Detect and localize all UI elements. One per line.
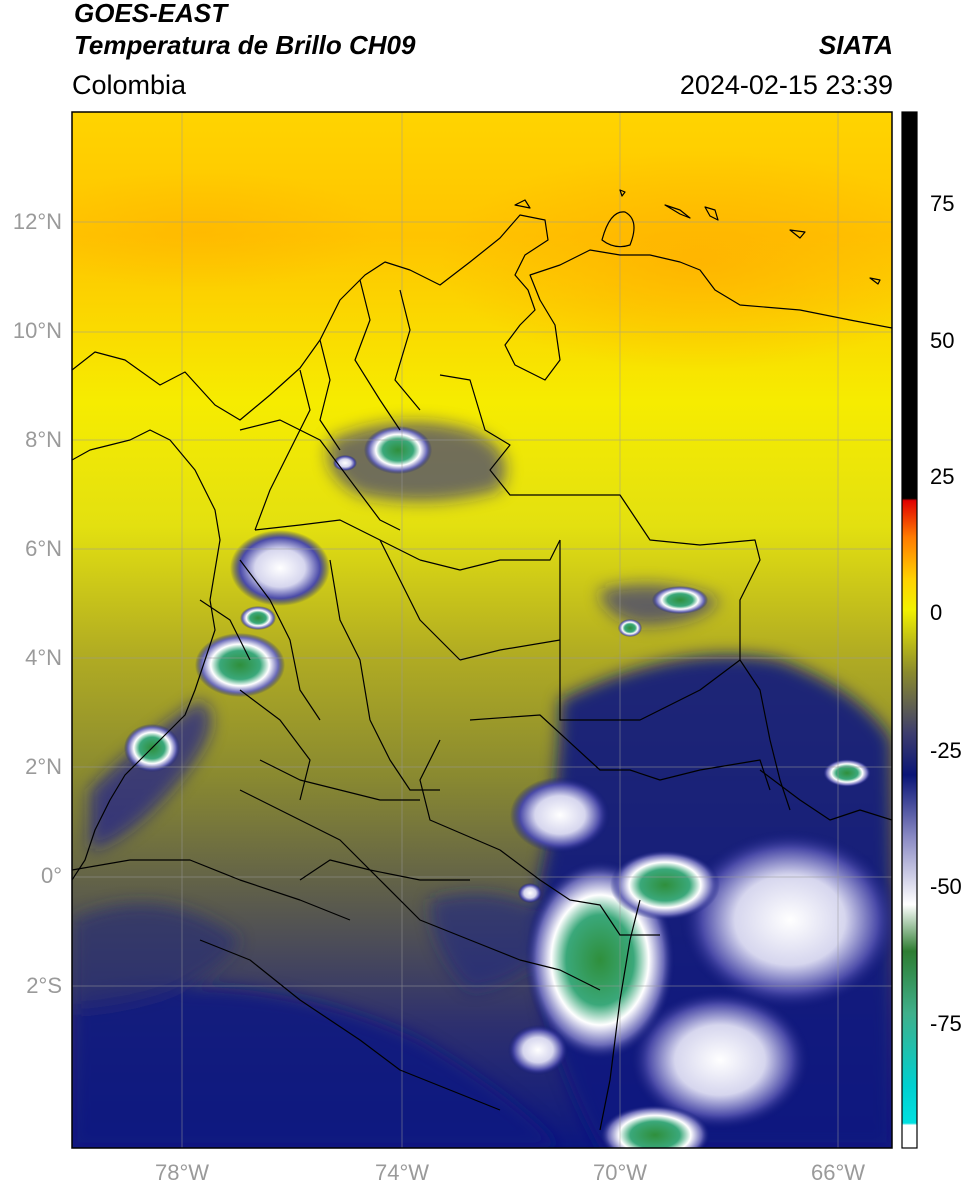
graticule — [72, 112, 892, 1148]
colorbar-tick-minus25: -25 — [930, 738, 962, 763]
lon-tick-70w: 70°W — [592, 1160, 648, 1185]
map-frame — [71, 111, 893, 1149]
lat-tick-2s: 2°S — [26, 973, 62, 998]
lat-tick-8n: 8°N — [25, 427, 62, 452]
convective-cell — [364, 426, 432, 474]
colorbar-tick-25: 25 — [930, 464, 955, 489]
convective-cell — [680, 830, 892, 1010]
convective-cell — [518, 883, 542, 903]
lat-tick-10n: 10°N — [12, 318, 62, 343]
satellite-title: GOES-EAST — [74, 0, 228, 28]
convective-cell — [333, 455, 357, 471]
convective-cell — [652, 586, 708, 614]
lon-tick-66w: 66°W — [810, 1160, 866, 1185]
lat-tick-12n: 12°N — [12, 209, 62, 234]
lon-tick-74w: 74°W — [374, 1160, 430, 1185]
region-label: Colombia — [72, 70, 187, 100]
convective-cell — [630, 990, 810, 1130]
agency-label: SIATA — [818, 30, 893, 60]
convective-cell — [823, 759, 871, 787]
convective-cell — [508, 1025, 568, 1075]
product-title: Temperatura de Brillo CH09 — [74, 30, 416, 60]
coastlines-and-borders — [72, 189, 892, 1131]
convective-cell — [600, 1105, 710, 1148]
colorbar-frame — [901, 111, 918, 1149]
datetime-label: 2024-02-15 23:39 — [679, 70, 893, 100]
lat-tick-6n: 6°N — [25, 536, 62, 561]
colorbar-gradient — [902, 112, 917, 1148]
convective-cell — [610, 850, 720, 920]
lat-tick-2n: 2°N — [25, 754, 62, 779]
colorbar — [901, 111, 918, 1149]
lon-tick-78w: 78°W — [154, 1160, 210, 1185]
colorbar-tick-minus75: -75 — [930, 1011, 962, 1036]
convective-cell — [240, 606, 276, 630]
convective-cell — [230, 530, 330, 606]
convective-cell — [195, 633, 285, 697]
lat-tick-0: 0° — [40, 863, 62, 888]
lat-tick-4n: 4°N — [25, 645, 62, 670]
convective-cell — [618, 619, 642, 637]
colorbar-tick-0: 0 — [930, 600, 943, 625]
colorbar-tick-75: 75 — [930, 191, 955, 216]
convective-cell — [510, 777, 610, 853]
colorbar-tick-50: 50 — [930, 328, 955, 353]
colorbar-tick-minus50: -50 — [930, 874, 962, 899]
